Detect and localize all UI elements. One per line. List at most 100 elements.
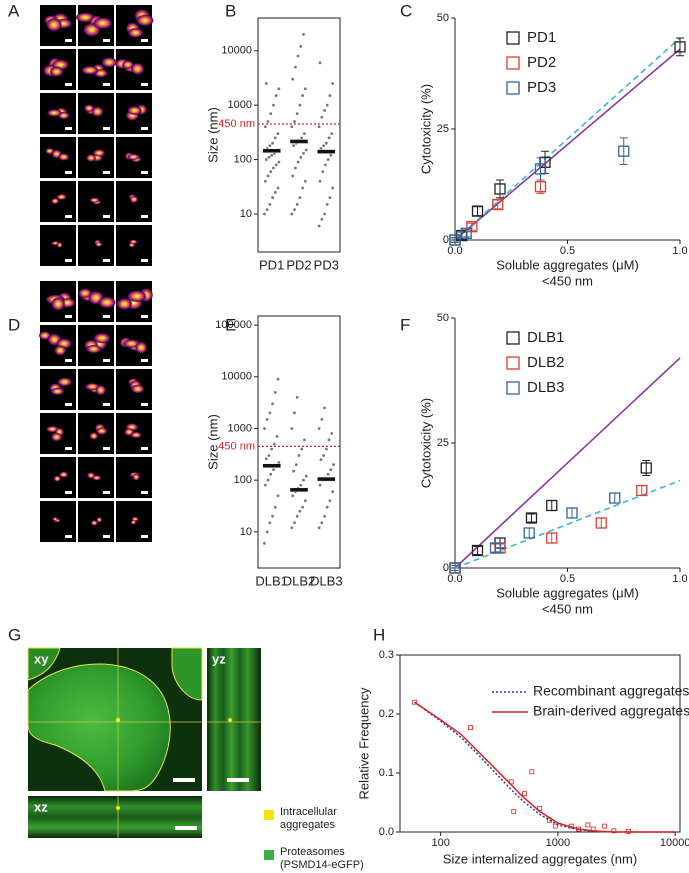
- data-point: [511, 808, 517, 814]
- scale-bar: [65, 315, 72, 318]
- cell-body: [27, 647, 61, 681]
- data-point: [274, 163, 278, 167]
- error-bar: [473, 206, 482, 217]
- aggregate-blob: [130, 431, 142, 439]
- data-point: [325, 103, 329, 107]
- data-point: [330, 432, 334, 435]
- data-point: [331, 82, 335, 85]
- data-point: [324, 141, 328, 145]
- x-tick-label: 10000: [660, 837, 689, 849]
- x-axis-label: Soluble aggregates (μM): [496, 257, 639, 272]
- legend-text: Intracellular: [280, 806, 337, 818]
- data-point: [328, 499, 332, 503]
- aggregate-blob: [127, 153, 140, 161]
- scale-bar: [141, 403, 148, 406]
- aggregate-dot: [228, 718, 232, 722]
- data-point: [293, 120, 296, 123]
- data-point: [566, 507, 578, 519]
- legend-swatch: [506, 331, 520, 345]
- aggregate-blob: [127, 27, 144, 38]
- y-tick-label: 1000: [228, 422, 252, 434]
- legend-label: DLB1: [527, 329, 565, 346]
- y-tick-label: 1000: [228, 99, 252, 111]
- data-point: [303, 179, 307, 183]
- data-point: [302, 32, 305, 36]
- view-label: xz: [34, 799, 48, 814]
- micrograph: [78, 325, 114, 366]
- panel-letter: E: [225, 315, 236, 334]
- data-point: [449, 562, 461, 574]
- legend-label: PD3: [527, 79, 556, 96]
- aggregate-blob: [49, 66, 64, 77]
- data-point: [294, 65, 297, 69]
- aggregate-blob: [98, 296, 116, 309]
- data-point: [263, 212, 266, 216]
- scale-bar: [141, 215, 148, 218]
- data-point: [523, 527, 535, 539]
- data-point: [295, 395, 299, 399]
- micrograph: [40, 49, 76, 90]
- data-point: [332, 463, 335, 467]
- micrograph: [40, 369, 76, 410]
- data-point: [301, 505, 304, 509]
- data-point: [276, 494, 280, 498]
- data-point: [609, 492, 621, 504]
- data-point: [276, 377, 280, 381]
- data-point: [290, 125, 294, 129]
- data-point: [295, 112, 299, 115]
- x-axis-label: Soluble aggregates (μM): [496, 585, 639, 600]
- x-tick-label: DLB3: [310, 573, 343, 588]
- aggregate-blob: [59, 471, 69, 478]
- data-point: [326, 472, 330, 476]
- plot-frame: [399, 654, 681, 833]
- aggregate-blob: [57, 377, 73, 387]
- micrograph: [78, 369, 114, 410]
- data-point: [267, 454, 271, 457]
- data-point: [328, 196, 332, 199]
- data-point: [318, 179, 322, 183]
- aggregate-blob: [58, 153, 70, 161]
- aggregate-blob: [116, 298, 133, 310]
- data-point: [317, 224, 321, 228]
- legend-label: Brain-derived aggregates: [533, 703, 689, 719]
- data-point: [322, 144, 326, 148]
- scale-bar: [141, 491, 148, 494]
- y-tick-label: 0: [443, 234, 449, 246]
- micrograph: [78, 413, 114, 454]
- legend-swatch: [506, 31, 520, 45]
- micrograph: [40, 137, 76, 178]
- data-point: [330, 132, 334, 136]
- data-point: [298, 509, 302, 513]
- error-bar: [536, 157, 545, 181]
- data-point: [273, 190, 277, 194]
- aggregate-blob: [132, 473, 140, 481]
- data-point: [546, 532, 558, 544]
- data-point: [522, 791, 528, 797]
- y-tick-label: 0: [443, 562, 449, 574]
- error-bar: [610, 492, 619, 504]
- scale-bar: [103, 39, 110, 42]
- legend-text: (PSMD14-eGFP): [280, 859, 364, 871]
- scale-bar: [103, 315, 110, 318]
- aggregate-blob: [136, 14, 154, 27]
- error-bar: [496, 179, 504, 199]
- error-bar: [619, 137, 628, 166]
- x-axis-subtitle: <450 nm: [542, 273, 593, 288]
- scale-bar: [103, 215, 110, 218]
- x-tick-label: PD1: [259, 257, 284, 272]
- data-point: [290, 526, 294, 530]
- data-point: [322, 454, 326, 457]
- data-point: [602, 823, 607, 829]
- micrograph: [116, 457, 152, 498]
- reference-label: 450 nm: [218, 440, 255, 452]
- scale-bar: [65, 83, 72, 86]
- median-bar: [289, 139, 309, 144]
- yz-view: [207, 648, 261, 791]
- chart-panel: F 0 25 50 0.0 0.5 1.0 Cytotoxicity (%) Soluble a…: [400, 312, 688, 617]
- scale-bar: [65, 127, 72, 130]
- micrograph: [78, 49, 118, 90]
- data-point: [534, 163, 547, 175]
- legend-label: PD1: [527, 29, 556, 46]
- x-tick-label: 100: [431, 837, 449, 849]
- x-axis-label: Size internalized aggregates (nm): [443, 851, 637, 866]
